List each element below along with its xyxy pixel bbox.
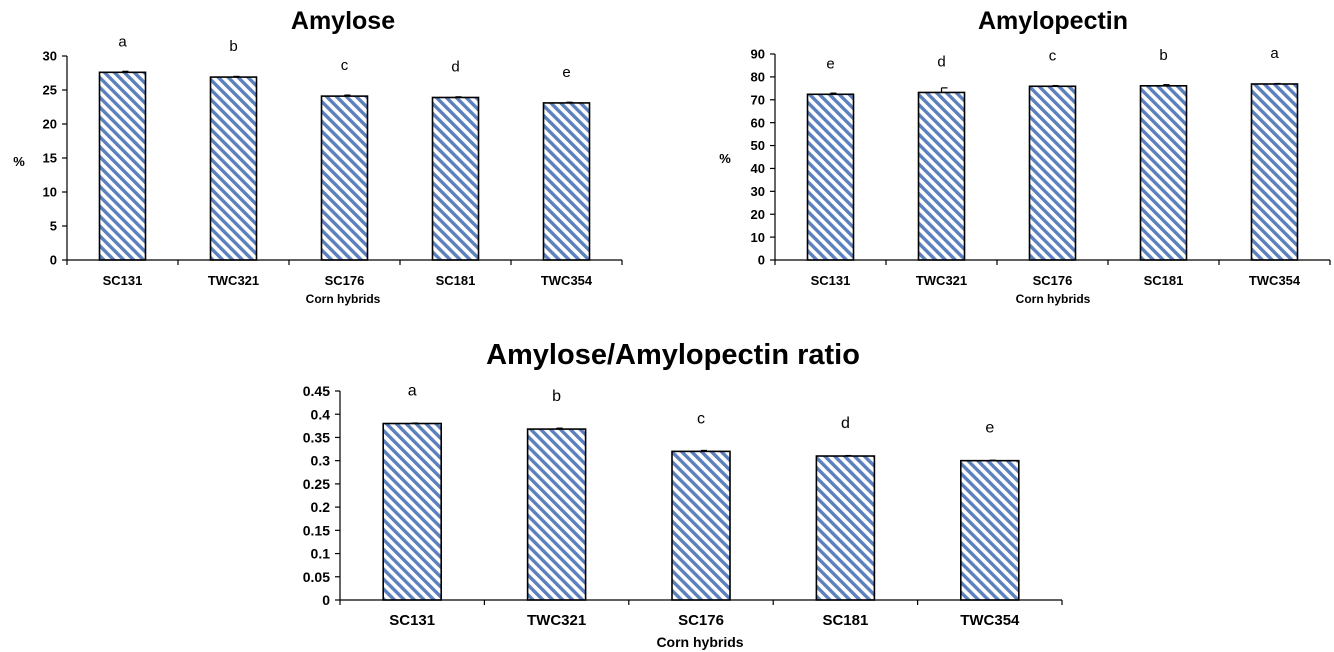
significance-letter: b [229, 38, 237, 55]
significance-letter: d [841, 415, 850, 432]
y-tick-label: 0.1 [311, 546, 331, 562]
x-tick-label: TWC321 [208, 273, 259, 288]
y-tick-label: 90 [751, 47, 765, 62]
y-tick-label: 0.25 [303, 476, 330, 492]
y-tick-label: 0 [758, 253, 765, 268]
y-tick-label: 20 [751, 207, 765, 222]
significance-letter: e [985, 420, 994, 437]
y-tick-label: 10 [751, 230, 765, 245]
bar-twc321 [917, 91, 966, 261]
significance-letter: a [408, 383, 417, 400]
y-tick-label: 25 [43, 83, 57, 98]
x-tick-label: TWC354 [541, 273, 593, 288]
y-tick-label: 50 [751, 138, 765, 153]
bar-sc131 [98, 71, 147, 261]
y-tick-label: 0.4 [311, 406, 331, 422]
y-tick-label: 30 [43, 49, 57, 64]
y-tick-label: 0.2 [311, 499, 331, 515]
x-tick-label: TWC321 [916, 273, 967, 288]
bar-twc354 [542, 102, 591, 261]
bar-sc176 [1028, 85, 1077, 261]
x-axis-label: Corn hybrids [306, 292, 381, 306]
y-tick-label: 0.45 [303, 383, 330, 399]
x-tick-label: SC176 [325, 273, 365, 288]
y-tick-label: 60 [751, 115, 765, 130]
bar-sc181 [1139, 85, 1188, 261]
x-tick-label: TWC354 [960, 612, 1020, 629]
significance-letter: e [562, 64, 570, 81]
bar-sc131 [806, 93, 855, 261]
x-tick-label: SC131 [389, 612, 435, 629]
chart-title: Amylose [291, 7, 395, 35]
y-axis-label: % [13, 154, 25, 169]
y-tick-label: 15 [43, 151, 57, 166]
y-tick-label: 70 [751, 92, 765, 107]
significance-letter: e [826, 55, 834, 72]
y-tick-label: 0.05 [303, 569, 330, 585]
x-axis-label: Corn hybrids [656, 634, 743, 650]
y-tick-label: 0.3 [311, 453, 331, 469]
significance-letter: c [1049, 47, 1057, 64]
bar-sc131 [382, 422, 443, 601]
chart-ratio: Amylose/Amylopectin ratio Corn hybrids 0… [303, 339, 1063, 650]
y-tick-label: 0 [322, 592, 330, 608]
x-axis-label: Corn hybrids [1016, 292, 1091, 306]
y-tick-label: 0 [50, 253, 57, 268]
x-tick-label: SC131 [811, 273, 851, 288]
y-axis-label: % [719, 151, 731, 166]
significance-letter: c [697, 410, 705, 427]
y-tick-label: 0.15 [303, 522, 330, 538]
significance-letter: d [937, 53, 945, 70]
y-tick-label: 30 [751, 184, 765, 199]
x-tick-label: TWC321 [527, 612, 586, 629]
significance-letter: b [552, 388, 561, 405]
significance-letter: b [1159, 47, 1167, 64]
y-tick-label: 5 [50, 219, 57, 234]
significance-letter: a [1270, 45, 1279, 62]
y-tick-label: 80 [751, 70, 765, 85]
x-tick-label: SC176 [1033, 273, 1073, 288]
bar-sc181 [431, 96, 480, 261]
y-tick-label: 20 [43, 117, 57, 132]
chart-amylose: Amylose % Corn hybrids 0 5 10 15 20 25 30 a SC1… [13, 7, 623, 306]
significance-letter: a [118, 33, 127, 50]
y-tick-label: 40 [751, 161, 765, 176]
x-tick-label: SC181 [436, 273, 476, 288]
x-tick-label: SC181 [822, 612, 868, 629]
x-tick-label: SC131 [103, 273, 143, 288]
bar-twc354 [959, 459, 1020, 601]
x-tick-label: SC181 [1144, 273, 1184, 288]
chart-amylopectin: Amylopectin % Corn hybrids 0 10 20 30 40 50 60… [719, 7, 1331, 306]
bar-twc354 [1250, 83, 1299, 261]
significance-letter: d [451, 58, 459, 75]
y-tick-label: 0.35 [303, 429, 330, 445]
bar-twc321 [209, 76, 258, 261]
significance-letter: c [341, 57, 349, 74]
y-tick-label: 10 [43, 185, 57, 200]
chart-title: Amylopectin [978, 7, 1128, 35]
x-tick-label: SC176 [678, 612, 724, 629]
bar-sc176 [671, 450, 731, 601]
x-tick-label: TWC354 [1249, 273, 1301, 288]
bar-sc176 [320, 95, 369, 261]
chart-title: Amylose/Amylopectin ratio [486, 339, 860, 371]
bar-twc321 [526, 428, 587, 601]
bar-sc181 [815, 455, 876, 601]
